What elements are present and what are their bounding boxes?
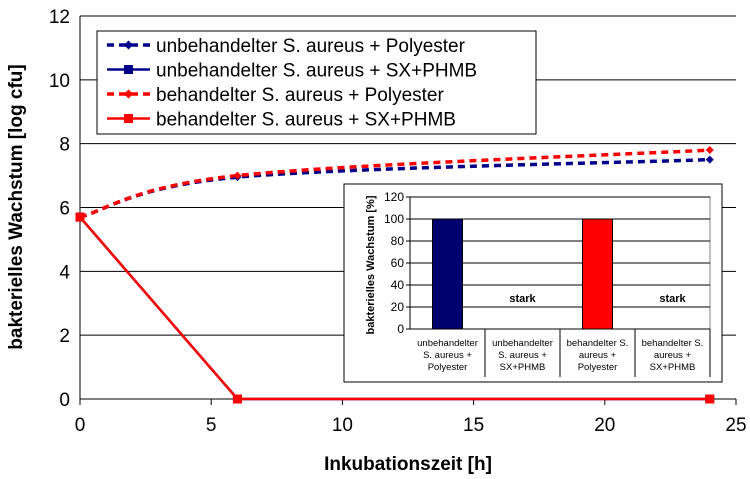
inset-bar-annotation: stark <box>659 293 686 305</box>
inset-bar-annotation: stark <box>509 293 536 305</box>
inset-category-label: unbehandelter <box>417 338 478 349</box>
x-tick-label: 5 <box>206 415 217 436</box>
y-tick-label: 6 <box>59 199 70 220</box>
x-tick-label: 10 <box>332 415 353 436</box>
series-line-2 <box>79 148 710 219</box>
x-tick-label: 20 <box>594 415 615 436</box>
inset-category-label: SX+PHMB <box>650 362 696 373</box>
y-axis-label: bakterielles Wachstum [log cfu] <box>6 64 27 349</box>
inset-category-label: S. aureus + <box>423 350 472 361</box>
inset-y-axis-label: bakterielles Wachstum [%] <box>365 195 377 334</box>
inset-category-label: SX+PHMB <box>500 362 546 373</box>
inset-y-tick-label: 100 <box>384 212 404 226</box>
inset-y-tick-label: 80 <box>391 234 405 248</box>
legend-swatch-marker <box>124 89 133 99</box>
inset-category-label: behandelter S. <box>642 338 704 349</box>
inset-y-tick-label: 120 <box>384 190 404 204</box>
y-tick-label: 8 <box>59 135 70 156</box>
data-point-0 <box>705 155 714 164</box>
data-point-3 <box>75 212 85 222</box>
x-tick-label: 0 <box>75 415 86 436</box>
inset-bar <box>432 218 463 330</box>
inset-y-tick-label: 60 <box>391 256 405 270</box>
inset-bar-chart: 0 20 40 60 80 100 120 bakterielles Wachstum [%]… <box>343 183 723 383</box>
x-tick-label: 15 <box>463 415 484 436</box>
legend-swatch-marker <box>124 114 133 123</box>
y-tick-label: 0 <box>59 390 70 411</box>
legend-label: unbehandelter S. aureus + Polyester <box>156 36 466 57</box>
x-tick-label: 25 <box>725 415 746 436</box>
data-point-3 <box>705 394 715 404</box>
inset-y-tick-label: 20 <box>391 300 405 314</box>
inset-category-label: behandelter S. <box>567 338 629 349</box>
inset-category-label: unbehandelter <box>492 338 553 349</box>
legend-swatch-marker <box>124 40 133 50</box>
y-tick-label: 12 <box>49 7 70 28</box>
inset-category-label: S. aureus + <box>498 350 547 361</box>
x-axis-label: Inkubationszeit [h] <box>324 454 492 474</box>
legend-label: behandelter S. aureus + Polyester <box>156 85 444 106</box>
y-tick-label: 10 <box>49 71 70 92</box>
main-series-group <box>75 146 715 404</box>
data-point-2 <box>705 146 714 155</box>
data-point-3 <box>232 394 242 404</box>
legend-box <box>96 30 537 135</box>
inset-category-label: aureus + <box>579 350 617 361</box>
y-tick-label: 2 <box>59 326 70 347</box>
legend-label: unbehandelter S. aureus + SX+PHMB <box>156 61 477 82</box>
data-point-2 <box>233 171 242 180</box>
inset-y-tick-label: 0 <box>397 322 404 336</box>
inset-bar <box>582 218 613 330</box>
legend-label: behandelter S. aureus + SX+PHMB <box>156 110 456 131</box>
y-tick-label: 4 <box>59 262 70 283</box>
inset-category-label: Polyester <box>578 362 618 373</box>
legend-swatch-marker <box>124 65 133 74</box>
inset-category-label: aureus + <box>654 350 692 361</box>
legend: unbehandelter S. aureus + Polyester unbeh… <box>96 30 537 135</box>
inset-category-label: Polyester <box>428 362 468 373</box>
inset-y-tick-label: 40 <box>391 278 405 292</box>
